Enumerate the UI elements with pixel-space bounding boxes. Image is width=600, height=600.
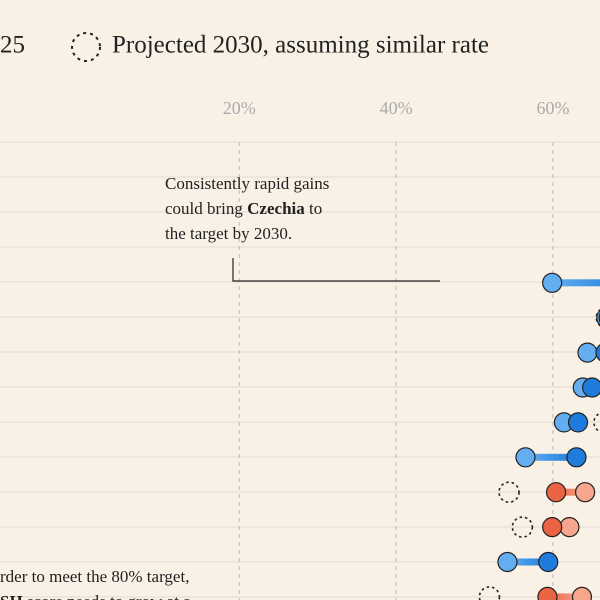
note-text: score needs to grow at a <box>23 592 192 600</box>
earlier-dot <box>574 482 596 503</box>
projected-dot <box>511 516 534 538</box>
dot-2025 <box>595 344 600 362</box>
annotation-text: to <box>305 199 322 218</box>
earlier-dot <box>577 342 598 363</box>
change-bar <box>507 558 549 566</box>
note: SH score needs to grow at a <box>0 592 191 600</box>
dot-2025 <box>545 482 567 503</box>
change-bar <box>556 488 586 496</box>
note-bold: SH <box>0 592 23 600</box>
projected-dot <box>498 481 520 504</box>
annotation: could bring Czechia to <box>165 199 322 218</box>
legend-label: 25 <box>0 32 25 59</box>
dot-2025 <box>542 516 563 538</box>
change-bar <box>552 279 600 287</box>
note: rder to meet the 80% target, <box>0 567 189 586</box>
earlier-dot <box>571 586 593 600</box>
dot-2025 <box>538 551 559 573</box>
annotation-text: could bring <box>165 199 247 218</box>
earlier-dot <box>559 516 580 538</box>
annotation: Consistently rapid gains <box>165 174 329 193</box>
x-tick-label: 40% <box>380 98 413 118</box>
change-bar <box>525 453 577 461</box>
earlier-dot <box>542 272 563 293</box>
legend-label: Projected 2030, assuming similar rate <box>112 32 489 59</box>
dot-2025 <box>567 412 589 433</box>
change-bar <box>547 593 582 600</box>
annotation: the target by 2030. <box>165 224 292 243</box>
dot-2025 <box>566 447 587 468</box>
x-tick-label: 20% <box>223 98 256 118</box>
x-tick-label: 60% <box>536 98 569 118</box>
annotation-connector <box>232 258 440 282</box>
earlier-dot <box>515 447 536 468</box>
dot-2025 <box>582 377 600 398</box>
legend-swatch <box>71 32 101 62</box>
annotation-bold: Czechia <box>247 199 305 218</box>
earlier-dot <box>497 551 518 573</box>
projected-dot <box>478 586 501 600</box>
marks <box>478 272 600 600</box>
dot-2025 <box>537 586 558 600</box>
